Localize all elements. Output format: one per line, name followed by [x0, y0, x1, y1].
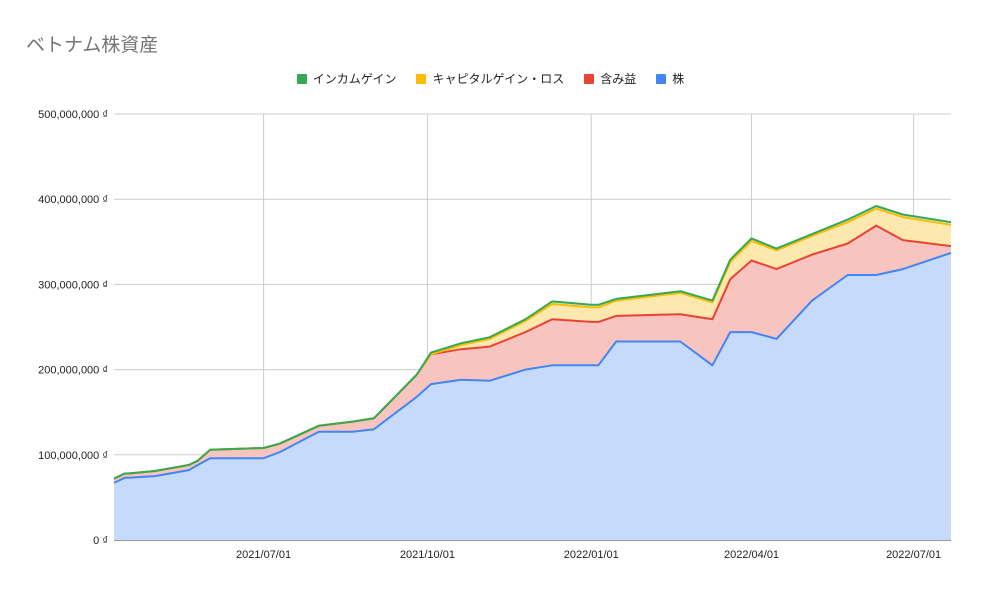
legend-item[interactable]: 含み益: [584, 70, 636, 87]
legend-label: キャピタルゲイン・ロス: [432, 72, 565, 86]
series-lines: [113, 205, 952, 484]
y-tick-label: 0 ₫: [93, 535, 108, 547]
legend-swatch: [416, 73, 427, 84]
legend-label: 株: [672, 72, 685, 86]
x-tick-label: 2021/10/01: [400, 549, 455, 561]
legend-item[interactable]: インカムゲイン: [296, 70, 397, 87]
series-areas: [114, 206, 951, 540]
area-0: [114, 252, 951, 540]
y-tick-label: 100,000,000 ₫: [38, 450, 108, 462]
series-line-3: [113, 205, 952, 480]
legend-swatch: [656, 73, 667, 84]
x-tick-label: 2022/04/01: [724, 549, 779, 561]
y-tick-label: 500,000,000 ₫: [38, 109, 108, 121]
y-tick-label: 200,000,000 ₫: [38, 365, 108, 377]
y-tick-label: 400,000,000 ₫: [38, 194, 108, 206]
legend: インカムゲイン キャピタルゲイン・ロス 含み益 株: [0, 70, 981, 87]
area-1: [114, 225, 951, 483]
y-tick-label: 300,000,000 ₫: [38, 279, 108, 291]
chart-title: ベトナム株資産: [26, 35, 159, 56]
x-tick-label: 2022/07/01: [886, 549, 941, 561]
x-tick-label: 2022/01/01: [564, 549, 619, 561]
series-line-0: [113, 251, 952, 484]
legend-item[interactable]: 株: [656, 70, 684, 87]
x-tick-label: 2021/07/01: [236, 549, 291, 561]
axes: 0 ₫ 100,000,000 ₫ 200,000,000 ₫ 300,000,000…: [38, 109, 941, 561]
legend-item[interactable]: キャピタルゲイン・ロス: [416, 70, 564, 87]
legend-label: 含み益: [600, 72, 637, 86]
legend-label: インカムゲイン: [312, 72, 397, 86]
legend-swatch: [584, 73, 595, 84]
legend-swatch: [296, 73, 307, 84]
